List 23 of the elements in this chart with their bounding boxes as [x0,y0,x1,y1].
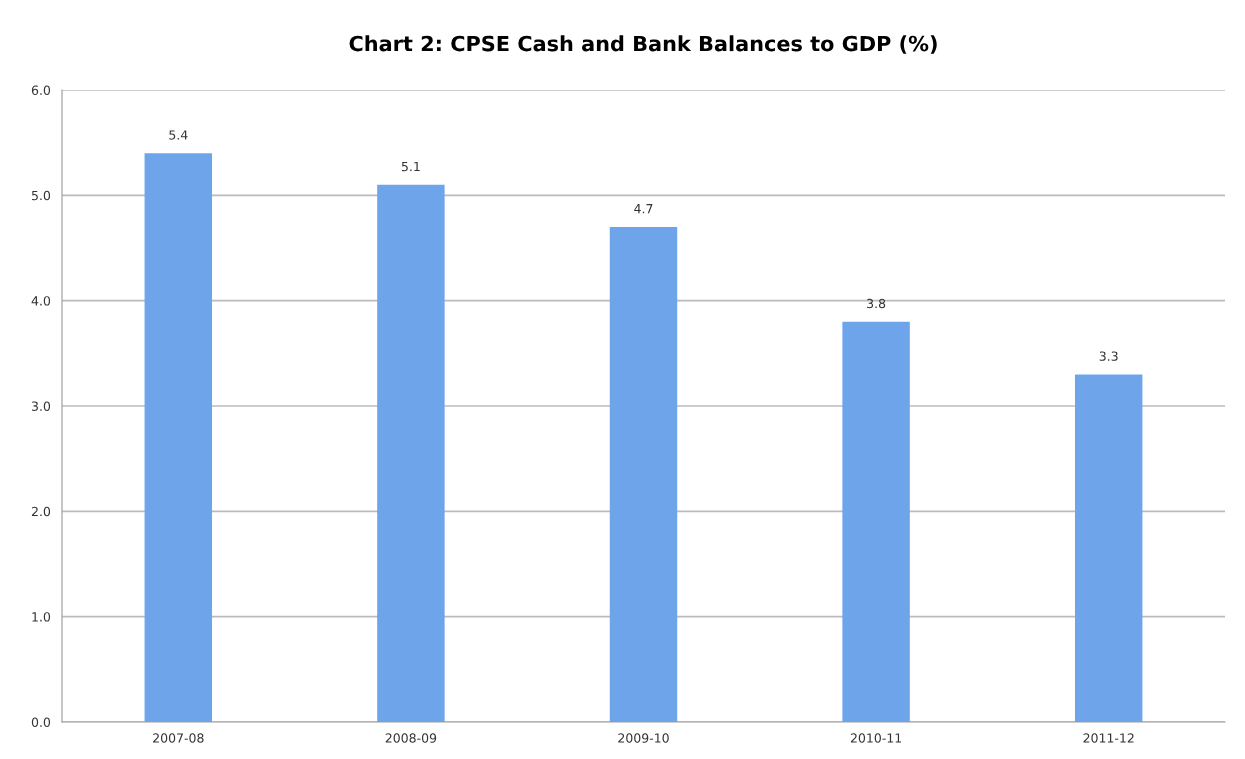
chart-title: Chart 2: CPSE Cash and Bank Balances to GDP (%) [349,35,937,54]
y-tick-label: 2.0 [31,506,51,517]
y-tick-label: 3.0 [31,401,51,411]
y-tick-label: 4.0 [31,296,51,306]
bar [609,226,678,722]
bar [377,184,445,722]
y-tick-label: 6.0 [31,85,51,95]
y-tick-label: 0.0 [31,717,51,727]
data-label: 4.7 [634,204,653,214]
y-tick-label: 5.0 [31,190,51,201]
data-label: 3.8 [867,298,886,309]
x-tick-label: 2007-08 [153,733,204,743]
data-label: 3.3 [1099,351,1118,361]
data-label: 5.4 [169,130,188,140]
x-tick-label: 2011-12 [1083,733,1134,743]
bar [1074,374,1143,722]
x-tick-label: 2008-09 [385,733,437,743]
data-label: 5.1 [401,161,420,172]
bar [144,153,213,722]
x-tick-label: 2009-10 [618,733,669,743]
y-tick-label: 1.0 [32,612,51,622]
x-tick-label: 2010-11 [850,733,902,743]
bar [842,321,910,722]
